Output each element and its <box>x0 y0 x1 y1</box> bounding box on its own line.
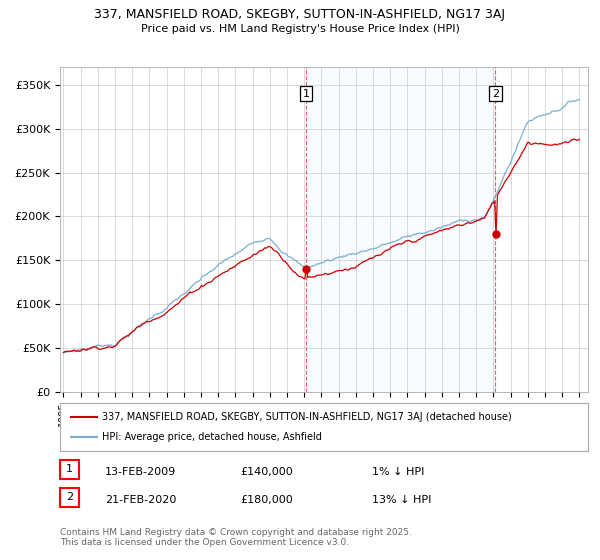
Text: £140,000: £140,000 <box>240 466 293 477</box>
Text: 1: 1 <box>66 464 73 474</box>
Text: 2: 2 <box>66 492 73 502</box>
Text: 13-FEB-2009: 13-FEB-2009 <box>105 466 176 477</box>
Text: 1: 1 <box>302 88 310 99</box>
Text: 13% ↓ HPI: 13% ↓ HPI <box>372 494 431 505</box>
Text: 1% ↓ HPI: 1% ↓ HPI <box>372 466 424 477</box>
Text: Contains HM Land Registry data © Crown copyright and database right 2025.
This d: Contains HM Land Registry data © Crown c… <box>60 528 412 547</box>
Bar <box>306 67 496 392</box>
Text: 337, MANSFIELD ROAD, SKEGBY, SUTTON-IN-ASHFIELD, NG17 3AJ (detached house): 337, MANSFIELD ROAD, SKEGBY, SUTTON-IN-A… <box>102 412 512 422</box>
Text: 2: 2 <box>492 88 499 99</box>
Text: 21-FEB-2020: 21-FEB-2020 <box>105 494 176 505</box>
Text: 337, MANSFIELD ROAD, SKEGBY, SUTTON-IN-ASHFIELD, NG17 3AJ: 337, MANSFIELD ROAD, SKEGBY, SUTTON-IN-A… <box>95 8 505 21</box>
Text: £180,000: £180,000 <box>240 494 293 505</box>
Text: Price paid vs. HM Land Registry's House Price Index (HPI): Price paid vs. HM Land Registry's House … <box>140 24 460 34</box>
Text: HPI: Average price, detached house, Ashfield: HPI: Average price, detached house, Ashf… <box>102 432 322 442</box>
